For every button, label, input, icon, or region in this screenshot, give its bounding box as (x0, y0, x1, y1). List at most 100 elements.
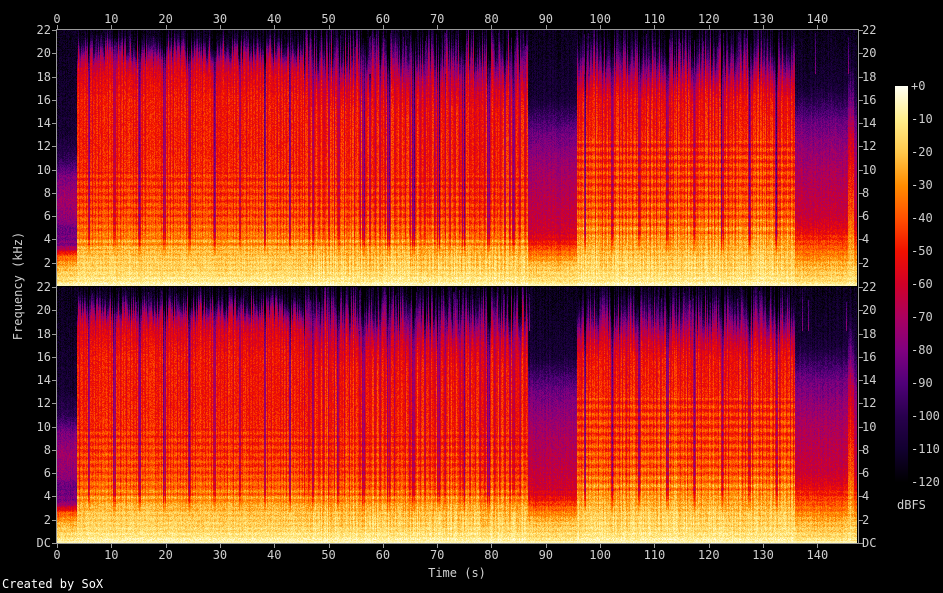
time-tick-label: 100 (589, 548, 611, 562)
time-tick (491, 543, 493, 548)
time-tick (57, 25, 58, 30)
time-tick (763, 25, 765, 30)
colorbar-tick-label: -20 (911, 145, 933, 159)
freq-tick (858, 146, 863, 148)
colorbar-tick-label: -80 (911, 343, 933, 357)
freq-tick (858, 356, 863, 358)
spectrogram-channel-2 (57, 287, 857, 543)
freq-tick-label: 6 (43, 466, 51, 481)
freq-tick (52, 403, 57, 405)
time-tick-label: 30 (212, 548, 228, 562)
freq-tick (858, 473, 863, 475)
freq-tick (858, 53, 863, 55)
freq-tick-label: 8 (43, 185, 51, 200)
freq-tick (858, 99, 863, 101)
freq-tick (52, 287, 57, 288)
time-tick (437, 25, 439, 30)
freq-tick (52, 310, 57, 312)
freq-tick-label: 20 (862, 46, 877, 61)
time-tick (382, 543, 384, 548)
time-tick (817, 25, 819, 30)
colorbar-tick-label: -30 (911, 178, 933, 192)
time-tick-label: 140 (806, 12, 829, 26)
time-tick (437, 543, 439, 548)
time-tick-label: 110 (643, 12, 666, 26)
freq-tick-label: 6 (862, 466, 870, 481)
freq-tick-label: 22 (862, 23, 877, 37)
freq-tick-label: 10 (36, 162, 51, 177)
freq-tick-label: 4 (862, 489, 870, 504)
freq-tick-label: 22 (36, 23, 51, 37)
time-tick-label: 10 (104, 548, 119, 562)
freq-tick (52, 426, 57, 428)
time-tick-label: 120 (697, 12, 720, 26)
time-tick-label: 40 (267, 548, 282, 562)
time-tick-label: 0 (53, 548, 61, 562)
freq-tick (52, 99, 57, 101)
freq-tick-label: 2 (862, 512, 870, 527)
freq-tick (858, 426, 863, 428)
freq-tick (52, 146, 57, 148)
time-tick (600, 543, 602, 548)
freq-tick (52, 380, 57, 382)
freq-tick-label: 18 (862, 69, 877, 84)
freq-tick (858, 30, 863, 31)
colorbar (895, 86, 908, 483)
freq-tick-label: 16 (36, 92, 51, 107)
time-tick (654, 543, 656, 548)
sox-credit: Created by SoX (2, 577, 104, 591)
freq-tick-label: 16 (862, 349, 877, 364)
time-tick (600, 25, 602, 30)
time-tick (491, 25, 493, 30)
freq-tick-label: 6 (43, 209, 51, 224)
freq-tick (858, 403, 863, 405)
freq-tick-label: 16 (862, 92, 877, 107)
freq-tick-dc (858, 543, 863, 544)
time-tick-label: 20 (158, 548, 173, 562)
colorbar-tick-label: -110 (911, 442, 940, 456)
freq-tick-label: 8 (43, 442, 51, 457)
time-tick-label: 80 (484, 12, 499, 26)
freq-tick (858, 449, 863, 451)
freq-tick-label: 14 (862, 116, 877, 131)
x-axis-title: Time (s) (428, 566, 486, 580)
time-tick (763, 543, 765, 548)
time-tick-label: 30 (212, 12, 228, 26)
freq-tick (52, 192, 57, 194)
time-tick-label: 50 (321, 12, 336, 26)
time-tick-label: 90 (538, 548, 554, 562)
freq-tick-label: 22 (36, 280, 51, 294)
time-tick (111, 25, 113, 30)
plot-frame (56, 29, 859, 544)
time-tick (545, 25, 547, 30)
colorbar-tick-label: +0 (911, 79, 926, 93)
freq-tick (858, 333, 863, 335)
time-tick (274, 25, 276, 30)
freq-tick (858, 169, 863, 171)
freq-tick (52, 169, 57, 171)
time-tick-label: 80 (484, 548, 499, 562)
time-tick-label: 70 (429, 12, 445, 26)
freq-tick-label: 10 (36, 419, 51, 434)
freq-tick (858, 216, 863, 218)
freq-tick (52, 333, 57, 335)
freq-tick-label: 8 (862, 185, 870, 200)
freq-tick-label: 22 (862, 280, 877, 294)
freq-tick-dc (52, 543, 57, 544)
time-tick-label: 130 (752, 548, 774, 562)
freq-tick (52, 519, 57, 521)
colorbar-tick-label: -50 (911, 244, 933, 258)
freq-tick-label: 2 (862, 255, 870, 270)
time-tick-label: 10 (104, 12, 119, 26)
freq-tick-label-dc: DC (862, 536, 877, 550)
time-tick (165, 25, 167, 30)
freq-tick-label: 4 (862, 232, 870, 247)
freq-tick (52, 53, 57, 55)
colorbar-tick-label: -10 (911, 112, 933, 126)
freq-tick-label: 10 (862, 162, 877, 177)
time-tick (328, 25, 330, 30)
time-tick (654, 25, 656, 30)
freq-tick (52, 239, 57, 241)
freq-tick (858, 262, 863, 264)
freq-tick-label: 8 (862, 442, 870, 457)
